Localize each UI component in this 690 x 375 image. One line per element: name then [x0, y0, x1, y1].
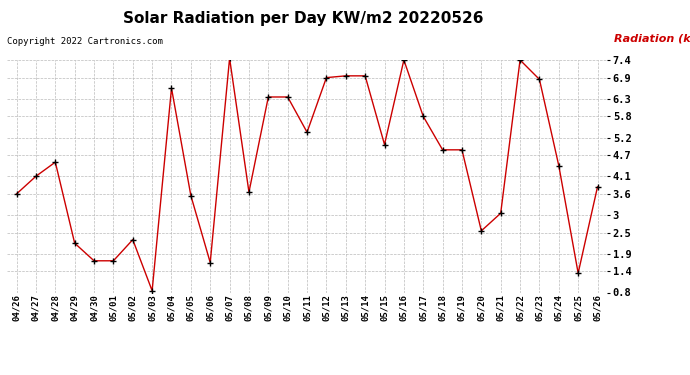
Text: Radiation (kW/m2): Radiation (kW/m2) — [614, 34, 690, 44]
Text: Copyright 2022 Cartronics.com: Copyright 2022 Cartronics.com — [7, 38, 163, 46]
Text: Solar Radiation per Day KW/m2 20220526: Solar Radiation per Day KW/m2 20220526 — [124, 11, 484, 26]
